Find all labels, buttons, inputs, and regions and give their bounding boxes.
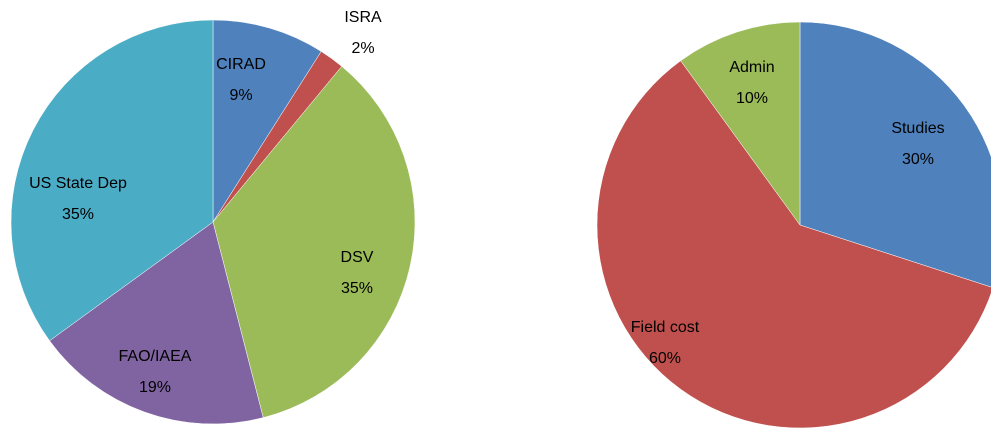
pie-slice — [596, 60, 991, 429]
pie-slice — [680, 21, 801, 226]
slice-value-label: 30% — [902, 151, 934, 168]
slice-label: DSV — [341, 249, 374, 266]
slice-value-label: 35% — [341, 280, 373, 297]
pie-slice — [212, 66, 416, 418]
slice-label: FAO/IAEA — [119, 348, 192, 365]
slice-value-label: 10% — [736, 90, 768, 107]
slice-label: US State Dep — [29, 175, 127, 192]
slice-value-label: 2% — [351, 40, 374, 57]
slice-value-label: 60% — [649, 350, 681, 367]
slice-value-label: 9% — [229, 87, 252, 104]
slice-label: Admin — [729, 59, 774, 76]
pie-slice — [799, 21, 991, 288]
slice-label: ISRA — [344, 9, 382, 26]
slice-label: Field cost — [631, 319, 700, 336]
slice-label: Studies — [891, 120, 944, 137]
pie-slice — [10, 19, 214, 342]
pie-slice — [49, 221, 264, 425]
slice-value-label: 35% — [62, 206, 94, 223]
slice-label: CIRAD — [216, 56, 266, 73]
slice-value-label: 19% — [139, 379, 171, 396]
pie-slice — [212, 19, 322, 223]
